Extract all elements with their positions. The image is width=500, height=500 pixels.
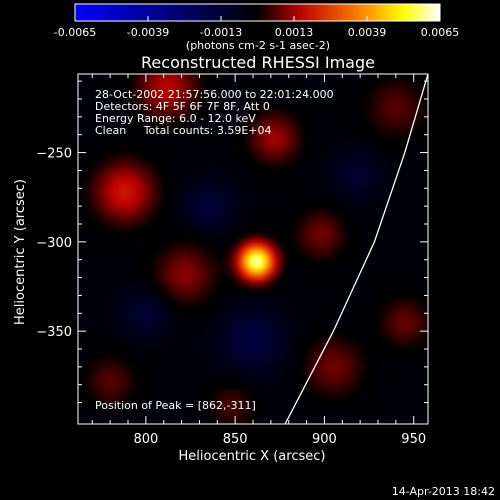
annotation-detectors: Detectors: 4F 5F 6F 7F 8F, Att 0 xyxy=(95,100,270,113)
x-tick-label: 850 xyxy=(223,432,248,447)
x-axis-label: Heliocentric X (arcsec) xyxy=(179,449,326,464)
annotation-clean-counts: Clean Total counts: 3.59E+04 xyxy=(95,124,272,137)
axis-ticks: 800 850 900 950 −250 −300 −350 xyxy=(36,74,428,447)
footer-date: 14-Apr-2013 18:42 xyxy=(392,485,495,498)
x-tick-label: 900 xyxy=(312,432,337,447)
colorbar-ticks: -0.0065 -0.0039 -0.0013 0.0013 0.0039 0.0065 xyxy=(54,16,459,39)
colorbar-tick-label: 0.0065 xyxy=(421,26,460,39)
x-tick-label: 800 xyxy=(133,432,158,447)
y-tick-label: −300 xyxy=(36,236,72,251)
colorbar-tick-label: -0.0013 xyxy=(200,26,242,39)
y-tick-label: −350 xyxy=(36,325,72,340)
colorbar-tick-label: -0.0065 xyxy=(54,26,96,39)
colorbar-unit-label: (photons cm-2 s-1 asec-2) xyxy=(186,39,330,52)
annotation-time-range: 28-Oct-2002 21:57:56.000 to 22:01:24.000 xyxy=(95,88,334,101)
annotation-block: 28-Oct-2002 21:57:56.000 to 22:01:24.000… xyxy=(95,88,334,137)
colorbar xyxy=(74,3,441,22)
chart-title: Reconstructed RHESSI Image xyxy=(141,53,375,72)
peak-position-label: Position of Peak = [862,-311] xyxy=(95,399,256,412)
heatmap-image xyxy=(78,74,428,424)
solar-limb-curve xyxy=(284,74,428,424)
colorbar-tick-label: 0.0039 xyxy=(348,26,387,39)
x-tick-label: 950 xyxy=(401,432,426,447)
y-axis-label: Heliocentric Y (arcsec) xyxy=(13,179,28,325)
colorbar-tick-label: 0.0013 xyxy=(275,26,314,39)
annotation-energy-range: Energy Range: 6.0 - 12.0 keV xyxy=(95,112,256,125)
y-tick-label: −250 xyxy=(36,147,72,162)
colorbar-tick-label: -0.0039 xyxy=(127,26,169,39)
